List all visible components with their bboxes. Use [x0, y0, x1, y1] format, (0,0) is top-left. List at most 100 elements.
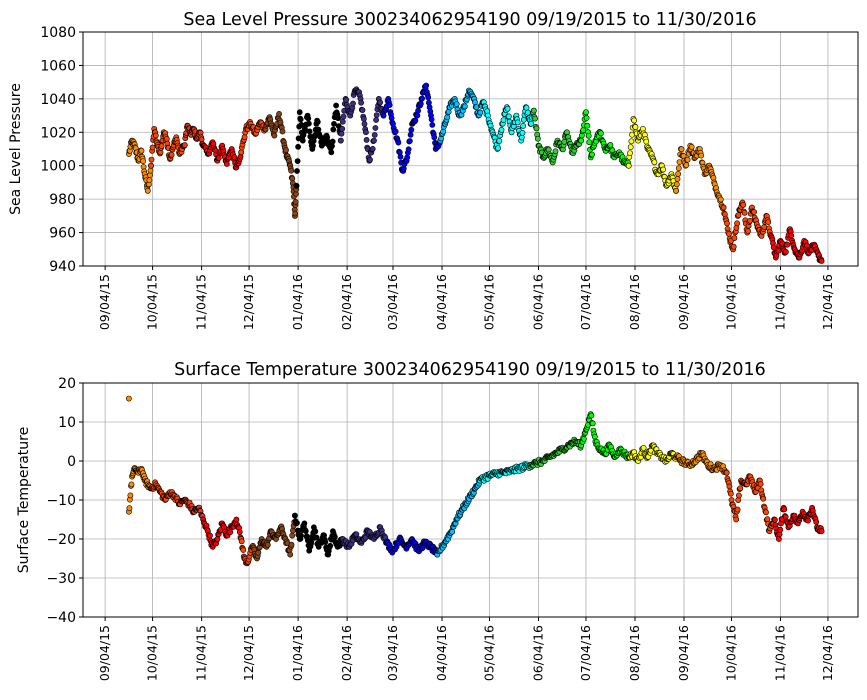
data-point-fill: [588, 412, 595, 419]
data-point: [530, 107, 537, 114]
data-point-fill: [140, 158, 146, 164]
data-point-fill: [585, 132, 592, 139]
ytick-label: 1000: [40, 159, 76, 175]
xtick-label: 09/04/15: [97, 274, 112, 330]
data-point-fill: [343, 97, 350, 103]
ytick-label: 1060: [40, 58, 76, 74]
data-point-fill: [751, 209, 757, 215]
xtick-label: 08/04/16: [627, 274, 642, 330]
data-point-fill: [631, 117, 637, 124]
xtick-label: 11/04/15: [194, 274, 209, 330]
series-1: [125, 137, 154, 194]
ytick-label: −30: [46, 571, 76, 587]
xtick-label: 09/04/15: [97, 625, 112, 681]
xtick-label: 12/04/15: [241, 274, 256, 330]
xtick-label: 02/04/16: [339, 274, 354, 330]
data-point-fill: [147, 167, 154, 174]
data-point-fill: [305, 120, 312, 127]
data-point-fill: [397, 153, 404, 160]
series-5: [238, 536, 256, 567]
series-12: [527, 436, 585, 470]
surface-temperature-title: Surface Temperature 300234062954190 09/1…: [174, 360, 766, 380]
data-point-fill: [683, 162, 690, 168]
data-point: [361, 121, 368, 127]
series-2: [148, 479, 188, 508]
data-point-fill: [525, 109, 531, 116]
data-point-fill: [740, 201, 747, 208]
data-point-fill: [330, 126, 337, 133]
series-4: [200, 139, 245, 171]
data-point-fill: [406, 138, 413, 144]
data-point-fill: [310, 142, 316, 149]
data-point-fill: [181, 142, 188, 148]
xtick-label: 12/04/16: [820, 625, 835, 681]
data-point-fill: [431, 134, 438, 141]
data-point: [337, 137, 344, 144]
data-point-fill: [684, 156, 691, 163]
data-point-fill: [561, 138, 568, 145]
data-point-fill: [395, 139, 402, 146]
data-point-fill: [727, 490, 734, 497]
sea-level-pressure-grid: [83, 31, 858, 267]
xtick-label: 06/04/16: [531, 274, 546, 330]
ytick-label: −20: [46, 532, 76, 548]
data-point-fill: [289, 527, 296, 534]
data-point: [720, 204, 727, 211]
data-point: [296, 109, 303, 116]
series-4: [200, 516, 245, 550]
data-point-fill: [745, 228, 751, 234]
data-point: [287, 551, 294, 558]
data-point-fill: [772, 516, 778, 523]
ytick-label: −40: [46, 610, 76, 626]
data-point-fill: [532, 115, 538, 122]
data-point-fill: [152, 132, 159, 139]
data-point-fill: [407, 131, 414, 138]
data-point-fill: [148, 156, 155, 163]
data-point: [223, 161, 230, 167]
ytick-label: 20: [58, 376, 76, 392]
data-point-fill: [673, 181, 680, 188]
data-point-fill: [331, 534, 338, 540]
data-point-fill: [414, 112, 421, 119]
series-8: [337, 86, 387, 164]
data-point-fill: [627, 144, 634, 150]
data-point-fill: [127, 492, 134, 499]
data-point-fill: [377, 99, 383, 106]
data-point-fill: [591, 433, 598, 440]
series-15: [673, 142, 727, 212]
data-point-fill: [313, 534, 320, 541]
data-point-fill: [533, 125, 540, 132]
xtick-label: 02/04/16: [339, 625, 354, 681]
series-10: [437, 87, 487, 144]
data-point-fill: [735, 212, 742, 218]
xtick-label: 10/04/16: [723, 625, 738, 681]
data-point: [233, 516, 240, 523]
data-point-fill: [675, 165, 682, 172]
data-point-fill: [305, 115, 312, 122]
data-point-fill: [314, 119, 321, 125]
data-point-fill: [504, 105, 511, 112]
xtick-label: 08/04/16: [627, 625, 642, 681]
data-point-fill: [236, 529, 243, 535]
data-point: [238, 149, 245, 156]
ytick-label: 1020: [40, 125, 76, 141]
data-point-fill: [128, 481, 135, 488]
data-point-fill: [584, 122, 591, 129]
surface-temperature-ylabel: Surface Temperature: [16, 427, 32, 573]
data-point-fill: [735, 497, 742, 503]
data-point: [138, 147, 145, 154]
data-point-fill: [500, 117, 507, 123]
data-point-fill: [298, 532, 304, 539]
data-point-fill: [783, 248, 789, 255]
series-16: [723, 469, 778, 535]
series-7: [291, 512, 346, 558]
data-point-fill: [520, 123, 526, 129]
data-point-fill: [580, 127, 587, 134]
data-point-fill: [496, 137, 503, 144]
series-13: [578, 109, 632, 169]
surface-temperature-data: [125, 395, 825, 567]
data-point-fill: [363, 136, 370, 143]
data-point-fill: [717, 196, 724, 203]
data-point: [583, 109, 589, 116]
data-point-fill: [726, 230, 732, 237]
